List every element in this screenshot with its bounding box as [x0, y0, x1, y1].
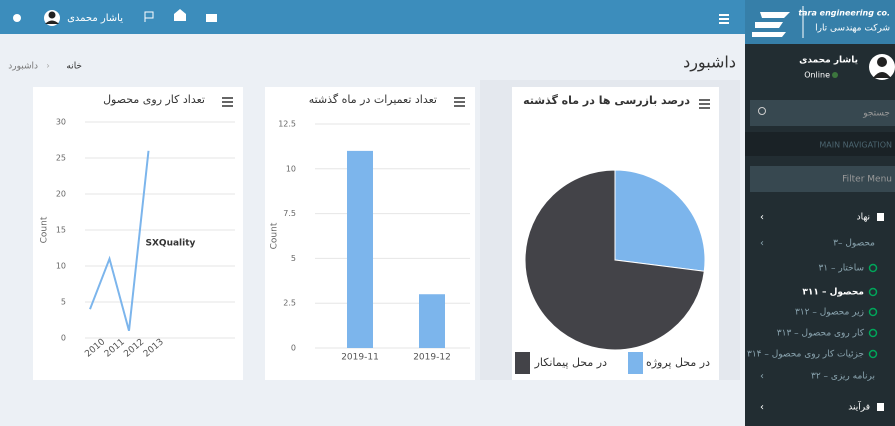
- y-tick-label: 7.5: [283, 209, 296, 218]
- legend-swatch[interactable]: [515, 352, 530, 374]
- y-tick-label: 25: [56, 154, 66, 163]
- y-axis-label: Count: [40, 216, 50, 243]
- x-tick-label: 2019-12: [413, 353, 451, 363]
- legend-swatch[interactable]: [628, 352, 643, 374]
- series-label: SXQuality: [146, 238, 196, 248]
- bar: [347, 151, 373, 348]
- y-tick-label: 5: [291, 254, 296, 263]
- chart-title: تعداد کار روی محصول: [103, 93, 205, 106]
- menu-bullet: [877, 403, 884, 411]
- menu-toggle[interactable]: [719, 18, 729, 20]
- menu-toggle[interactable]: [719, 22, 729, 24]
- search-placeholder[interactable]: جستجو: [862, 109, 890, 119]
- y-tick-label: 10: [286, 164, 296, 173]
- y-tick-label: 0: [291, 344, 296, 353]
- menu-item[interactable]: ۳۱۴ – جزئیات کار روی محصول: [747, 350, 864, 360]
- sidebar-status: Online: [804, 71, 830, 80]
- chart-title: تعداد تعمیرات در ماه گذشته: [309, 93, 437, 106]
- filter-placeholder[interactable]: Filter Menu: [842, 175, 892, 185]
- y-tick-label: 5: [61, 298, 66, 307]
- logo-name: tara engineering co.: [798, 9, 890, 18]
- menu-arrow: ‹: [760, 212, 764, 223]
- page: tara engineering co. شرکت مهندسی تارا یا…: [0, 0, 895, 426]
- y-tick-label: 10: [56, 262, 66, 271]
- menu-item[interactable]: ۳۱۲ – زیر محصول: [795, 308, 864, 318]
- sidebar-user-name: یاشار محمدی: [799, 56, 858, 66]
- menu-item[interactable]: نهاد: [857, 213, 870, 223]
- breadcrumb-current: داشبورد: [8, 62, 38, 72]
- header-user-name[interactable]: یاشار محمدی: [67, 13, 123, 24]
- y-tick-label: 12.5: [278, 120, 296, 129]
- menu-item[interactable]: ۳۲ – برنامه ریزی: [811, 372, 875, 382]
- logo-subtitle: شرکت مهندسی تارا: [815, 24, 890, 34]
- menu-toggle[interactable]: [719, 14, 729, 16]
- bar: [419, 294, 445, 348]
- section-title: MAIN NAVIGATION: [819, 141, 892, 150]
- menu-item[interactable]: ۳۱۱ – محصول: [802, 288, 864, 298]
- y-tick-label: 20: [56, 190, 66, 199]
- y-axis-label: Count: [270, 222, 280, 249]
- menu-item[interactable]: ۳– محصول: [833, 239, 875, 249]
- menu-arrow: ‹: [760, 371, 764, 382]
- menu-bullet: [877, 213, 884, 221]
- menu-item[interactable]: فرآیند: [848, 401, 870, 413]
- menu-item[interactable]: ۳۱ – ساختار: [818, 264, 864, 274]
- legend-label[interactable]: در محل پروژه: [646, 356, 710, 369]
- y-tick-label: 2.5: [283, 299, 296, 308]
- status-dot: [832, 72, 838, 78]
- folder-icon[interactable]: [206, 14, 217, 22]
- page-title: داشبورد: [683, 53, 736, 73]
- y-tick-label: 15: [56, 226, 66, 235]
- x-tick-label: 2019-11: [341, 353, 379, 363]
- menu-arrow: ‹: [760, 402, 764, 413]
- y-tick-label: 30: [56, 118, 66, 127]
- menu-arrow: ‹: [760, 238, 764, 249]
- y-tick-label: 0: [61, 334, 66, 343]
- settings-icon[interactable]: [13, 14, 21, 22]
- breadcrumb-separator: ›: [46, 62, 50, 72]
- legend-label[interactable]: در محل پیمانکار: [534, 356, 608, 369]
- menu-item[interactable]: ۳۱۳ – کار روی محصول: [777, 329, 865, 339]
- chart-title: درصد بازرسی ها در ماه گذشته: [523, 94, 690, 107]
- breadcrumb-home[interactable]: خانه: [66, 62, 82, 72]
